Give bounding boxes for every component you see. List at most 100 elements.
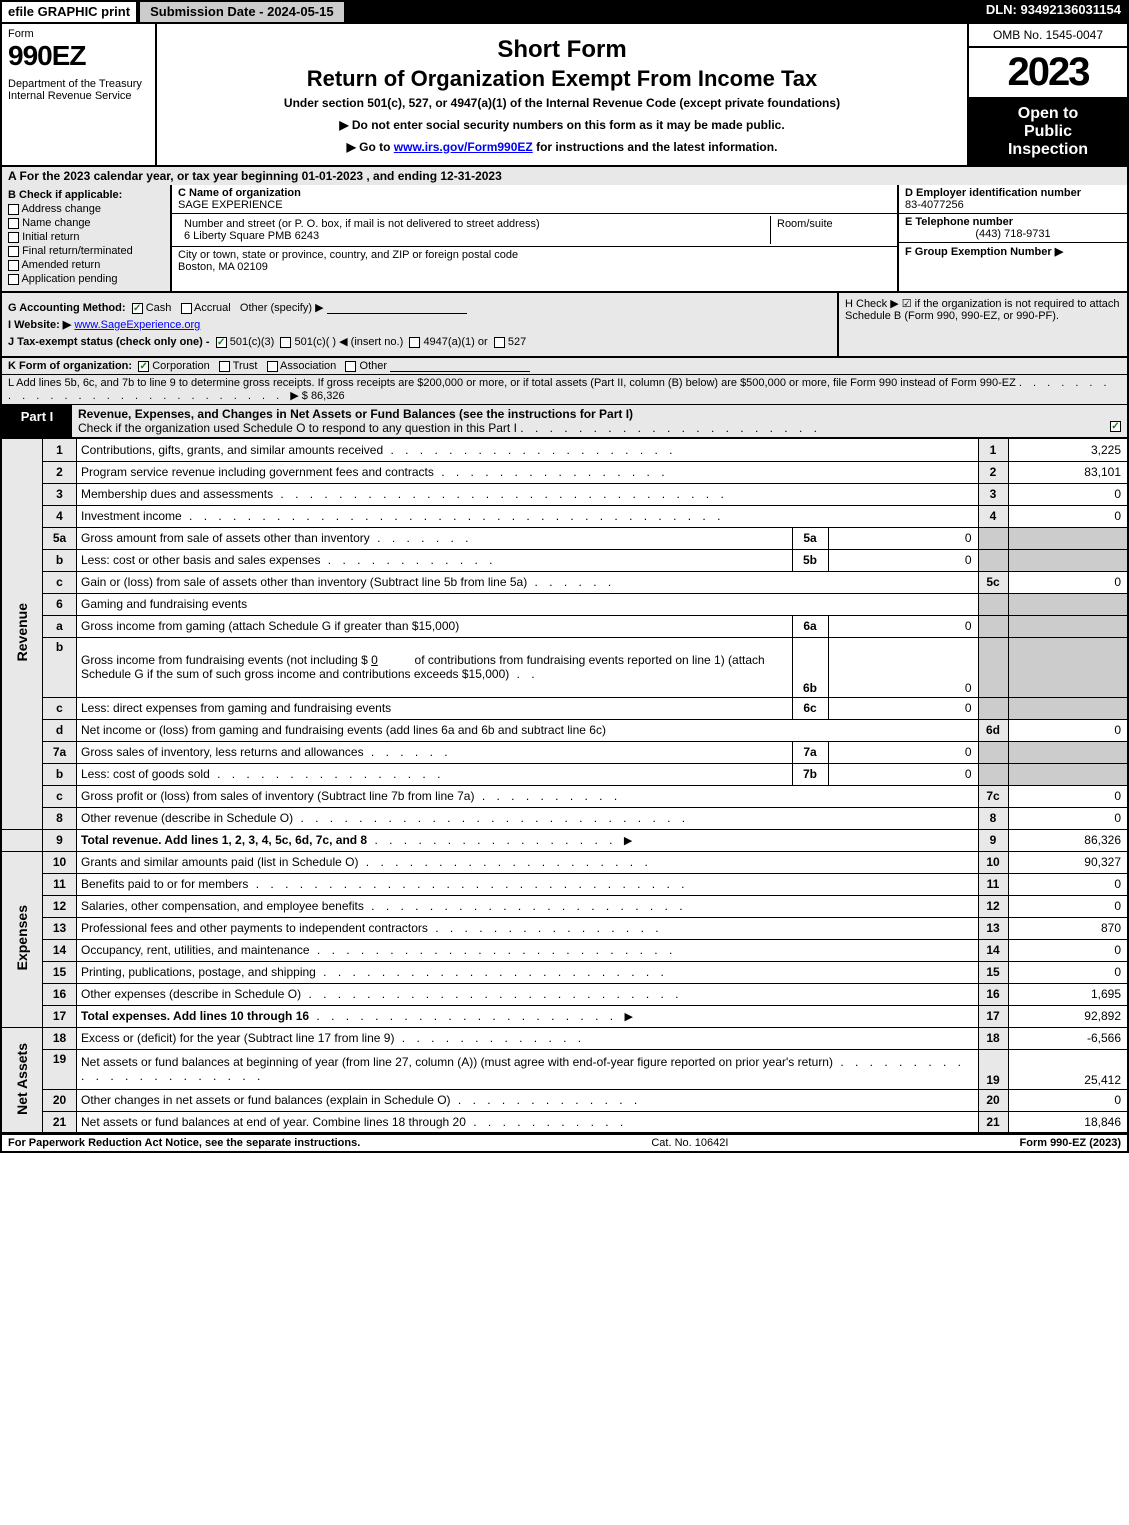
6b-contrib-amt: 0 bbox=[371, 653, 378, 667]
cb-501c[interactable] bbox=[280, 337, 291, 348]
line-1: Revenue 1 Contributions, gifts, grants, … bbox=[1, 439, 1128, 461]
c-label: C Name of organization bbox=[178, 187, 301, 199]
cb-schedule-o[interactable] bbox=[1110, 421, 1121, 432]
line-7b: b Less: cost of goods sold . . . . . . .… bbox=[1, 763, 1128, 785]
return-title: Return of Organization Exempt From Incom… bbox=[165, 66, 959, 92]
line-5c: c Gain or (loss) from sale of assets oth… bbox=[1, 571, 1128, 593]
line-2: 2 Program service revenue including gove… bbox=[1, 461, 1128, 483]
section-h: H Check ▶ ☑ if the organization is not r… bbox=[837, 293, 1127, 356]
dln: DLN: 93492136031154 bbox=[978, 0, 1129, 24]
submission-date: Submission Date - 2024-05-15 bbox=[138, 0, 346, 24]
line-21: 21 Net assets or fund balances at end of… bbox=[1, 1111, 1128, 1133]
cb-address-change[interactable]: Address change bbox=[8, 203, 164, 215]
l-text: L Add lines 5b, 6c, and 7b to line 9 to … bbox=[8, 377, 1016, 389]
instr2-pre: ▶ Go to bbox=[347, 140, 394, 154]
instruction-1: ▶ Do not enter social security numbers o… bbox=[165, 118, 959, 132]
footer-catno: Cat. No. 10642I bbox=[360, 1137, 1019, 1149]
part1-table: Revenue 1 Contributions, gifts, grants, … bbox=[0, 439, 1129, 1134]
section-b: B Check if applicable: Address change Na… bbox=[2, 185, 172, 291]
part1-header: Part I Revenue, Expenses, and Changes in… bbox=[0, 405, 1129, 439]
cb-accrual[interactable] bbox=[181, 303, 192, 314]
instruction-2: ▶ Go to www.irs.gov/Form990EZ for instru… bbox=[165, 140, 959, 154]
section-i: I Website: ▶ www.SageExperience.org bbox=[8, 318, 831, 331]
page-footer: For Paperwork Reduction Act Notice, see … bbox=[0, 1134, 1129, 1153]
ein: 83-4077256 bbox=[905, 199, 964, 211]
row-a-text: A For the 2023 calendar year, or tax yea… bbox=[8, 169, 502, 183]
expenses-side-label: Expenses bbox=[1, 851, 43, 1027]
cb-corporation[interactable] bbox=[138, 361, 149, 372]
department: Department of the Treasury Internal Reve… bbox=[8, 78, 149, 102]
footer-right: Form 990-EZ (2023) bbox=[1020, 1137, 1122, 1149]
arrow-icon: ▶ bbox=[624, 835, 632, 847]
part1-tab: Part I bbox=[2, 405, 72, 437]
line-6b: b Gross income from fundraising events (… bbox=[1, 637, 1128, 697]
revenue-side-label: Revenue bbox=[1, 439, 43, 829]
cb-amended[interactable]: Amended return bbox=[8, 259, 164, 271]
efile-label: efile GRAPHIC print bbox=[0, 0, 138, 24]
other-specify-blank[interactable] bbox=[327, 302, 467, 314]
org-name-row: C Name of organization SAGE EXPERIENCE bbox=[172, 185, 897, 214]
line-6: 6 Gaming and fundraising events bbox=[1, 593, 1128, 615]
d-label: D Employer identification number bbox=[905, 187, 1081, 199]
addr-label: Number and street (or P. O. box, if mail… bbox=[184, 218, 540, 230]
cb-initial-return[interactable]: Initial return bbox=[8, 231, 164, 243]
section-l: L Add lines 5b, 6c, and 7b to line 9 to … bbox=[0, 375, 1129, 405]
form-header: Form 990EZ Department of the Treasury In… bbox=[0, 24, 1129, 167]
form-word: Form bbox=[8, 28, 149, 40]
line-6a: a Gross income from gaming (attach Sched… bbox=[1, 615, 1128, 637]
website-link[interactable]: www.SageExperience.org bbox=[74, 319, 200, 331]
top-bar: efile GRAPHIC print Submission Date - 20… bbox=[0, 0, 1129, 24]
street-row: Number and street (or P. O. box, if mail… bbox=[172, 214, 897, 247]
section-g: G Accounting Method: Cash Accrual Other … bbox=[8, 301, 831, 314]
cb-association[interactable] bbox=[267, 361, 278, 372]
part1-sub: Check if the organization used Schedule … bbox=[78, 421, 517, 435]
gh-block: G Accounting Method: Cash Accrual Other … bbox=[0, 293, 1129, 358]
line-8: 8 Other revenue (describe in Schedule O)… bbox=[1, 807, 1128, 829]
street-address: 6 Liberty Square PMB 6243 bbox=[184, 230, 319, 242]
irs-link[interactable]: www.irs.gov/Form990EZ bbox=[394, 140, 533, 154]
subtitle: Under section 501(c), 527, or 4947(a)(1)… bbox=[165, 96, 959, 110]
line-5b: b Less: cost or other basis and sales ex… bbox=[1, 549, 1128, 571]
cb-4947[interactable] bbox=[409, 337, 420, 348]
line-6d: d Net income or (loss) from gaming and f… bbox=[1, 719, 1128, 741]
line-7c: c Gross profit or (loss) from sales of i… bbox=[1, 785, 1128, 807]
l-amount: ▶ $ 86,326 bbox=[290, 390, 344, 402]
footer-left: For Paperwork Reduction Act Notice, see … bbox=[8, 1137, 360, 1149]
city-state-zip: Boston, MA 02109 bbox=[178, 261, 268, 273]
info-block: B Check if applicable: Address change Na… bbox=[0, 185, 1129, 293]
netassets-side-label: Net Assets bbox=[1, 1027, 43, 1133]
city-label: City or town, state or province, country… bbox=[178, 249, 518, 261]
instr2-post: for instructions and the latest informat… bbox=[533, 140, 778, 154]
line-18: Net Assets 18 Excess or (deficit) for th… bbox=[1, 1027, 1128, 1049]
line-19: 19 Net assets or fund balances at beginn… bbox=[1, 1049, 1128, 1089]
cb-name-change[interactable]: Name change bbox=[8, 217, 164, 229]
i-label: I Website: ▶ bbox=[8, 319, 71, 331]
part1-title: Revenue, Expenses, and Changes in Net As… bbox=[78, 407, 633, 421]
cb-cash[interactable] bbox=[132, 303, 143, 314]
f-label: F Group Exemption Number ▶ bbox=[905, 246, 1063, 258]
cb-trust[interactable] bbox=[219, 361, 230, 372]
line-11: 11 Benefits paid to or for members . . .… bbox=[1, 873, 1128, 895]
other-org-blank[interactable] bbox=[390, 360, 530, 372]
cb-final-return[interactable]: Final return/terminated bbox=[8, 245, 164, 257]
line-10: Expenses 10 Grants and similar amounts p… bbox=[1, 851, 1128, 873]
cb-pending[interactable]: Application pending bbox=[8, 273, 164, 285]
open2: Public bbox=[973, 123, 1123, 141]
line-13: 13 Professional fees and other payments … bbox=[1, 917, 1128, 939]
line-15: 15 Printing, publications, postage, and … bbox=[1, 961, 1128, 983]
room-suite: Room/suite bbox=[771, 216, 891, 244]
h-text: H Check ▶ ☑ if the organization is not r… bbox=[845, 298, 1120, 322]
part1-title-wrap: Revenue, Expenses, and Changes in Net As… bbox=[72, 405, 1127, 437]
telephone: (443) 718-9731 bbox=[905, 228, 1121, 240]
cb-527[interactable] bbox=[494, 337, 505, 348]
cb-other-org[interactable] bbox=[345, 361, 356, 372]
line-20: 20 Other changes in net assets or fund b… bbox=[1, 1089, 1128, 1111]
row-a-taxyear: A For the 2023 calendar year, or tax yea… bbox=[0, 167, 1129, 185]
line-5a: 5a Gross amount from sale of assets othe… bbox=[1, 527, 1128, 549]
arrow-icon: ▶ bbox=[624, 1011, 632, 1023]
cb-501c3[interactable] bbox=[216, 337, 227, 348]
header-right: OMB No. 1545-0047 2023 Open to Public In… bbox=[967, 24, 1127, 165]
short-form-title: Short Form bbox=[165, 36, 959, 64]
e-label: E Telephone number bbox=[905, 216, 1013, 228]
ein-section: D Employer identification number 83-4077… bbox=[899, 185, 1127, 214]
